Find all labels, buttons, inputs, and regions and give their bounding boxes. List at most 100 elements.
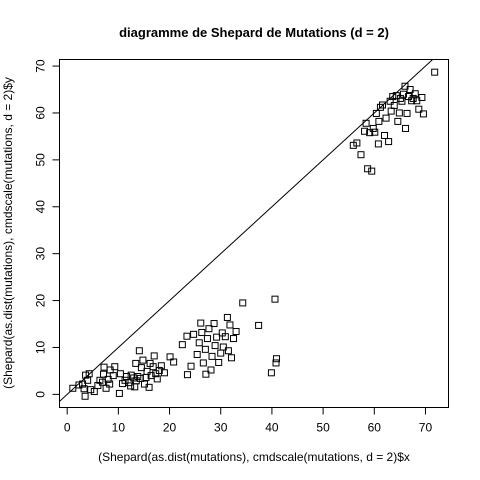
data-point [104, 375, 112, 383]
y-tick-label: 50 [34, 153, 48, 167]
data-point [166, 353, 174, 361]
data-point [197, 319, 205, 327]
x-axis: 0 10 20 30 40 50 60 70 [64, 407, 433, 435]
data-point [137, 364, 145, 372]
data-point [102, 384, 110, 392]
data-point [232, 328, 240, 336]
data-point [353, 139, 361, 147]
data-point [195, 339, 203, 347]
data-point [81, 392, 89, 400]
data-point [198, 328, 206, 336]
data-point [127, 382, 135, 390]
data-point [368, 167, 376, 175]
data-point [201, 345, 209, 353]
data-point [376, 103, 384, 111]
data-point [398, 97, 406, 105]
data-point [267, 369, 275, 377]
data-point [394, 117, 402, 125]
data-point [273, 355, 281, 363]
data-point [109, 372, 117, 380]
data-point [406, 86, 414, 94]
x-tick-label: 30 [214, 421, 228, 435]
data-point [135, 347, 143, 355]
data-point [213, 333, 221, 341]
data-point [223, 313, 231, 321]
data-point [271, 295, 279, 303]
data-point [411, 90, 419, 98]
data-point [143, 367, 151, 375]
y-tick-label: 30 [34, 247, 48, 261]
data-point [399, 90, 407, 98]
data-point [349, 141, 357, 149]
data-point [372, 109, 380, 117]
data-point [357, 151, 365, 159]
x-tick-label: 50 [316, 421, 330, 435]
data-point [409, 94, 417, 102]
data-point [208, 352, 216, 360]
data-point [255, 321, 263, 329]
data-point [203, 335, 211, 343]
data-point [381, 131, 389, 139]
data-point [239, 299, 247, 307]
data-points [69, 68, 439, 400]
y-tick-label: 60 [34, 106, 48, 120]
data-point [389, 93, 397, 101]
data-point [153, 375, 161, 383]
data-point [170, 358, 178, 366]
data-point [369, 124, 377, 132]
data-point [84, 376, 92, 384]
data-point [190, 330, 198, 338]
data-point [227, 354, 235, 362]
data-point [150, 352, 158, 360]
data-point [80, 385, 88, 393]
data-point [415, 105, 423, 113]
y-tick-label: 70 [34, 59, 48, 73]
data-point [419, 110, 427, 118]
data-point [90, 388, 98, 396]
data-point [221, 333, 229, 341]
data-point [100, 370, 108, 378]
data-point [224, 347, 232, 355]
data-point [199, 359, 207, 367]
data-point [374, 140, 382, 148]
data-point [145, 383, 153, 391]
data-point [205, 325, 213, 333]
x-tick-label: 70 [419, 421, 433, 435]
data-point [382, 114, 390, 122]
data-point [362, 119, 370, 127]
data-point [378, 101, 386, 109]
x-tick-label: 60 [368, 421, 382, 435]
data-point [155, 366, 163, 374]
data-point [187, 362, 195, 370]
data-point [364, 165, 372, 173]
data-point [202, 370, 210, 378]
y-axis-label: (Shepard(as.dist(mutations), cmdscale(mu… [1, 77, 15, 389]
data-point [111, 363, 119, 371]
data-point [183, 332, 191, 340]
data-point [178, 341, 186, 349]
data-point [149, 363, 157, 371]
data-point [121, 376, 129, 384]
data-point [82, 371, 90, 379]
data-point [361, 127, 369, 135]
data-point [139, 356, 147, 364]
x-axis-label: (Shepard(as.dist(mutations), cmdscale(mu… [98, 450, 410, 464]
data-point [183, 371, 191, 379]
data-point [272, 359, 280, 367]
data-point [79, 380, 87, 388]
data-point [226, 321, 234, 329]
data-point [418, 93, 426, 101]
data-point [385, 138, 393, 146]
chart-title: diagramme de Shepard de Mutations (d = 2… [119, 25, 389, 40]
data-point [371, 128, 379, 136]
data-point [211, 342, 219, 350]
data-point [395, 109, 403, 117]
y-tick-label: 40 [34, 200, 48, 214]
y-tick-label: 20 [34, 294, 48, 308]
data-point [132, 377, 140, 385]
data-point [431, 68, 439, 76]
data-point [193, 351, 201, 359]
data-point [85, 370, 93, 378]
x-tick-label: 0 [64, 421, 71, 435]
